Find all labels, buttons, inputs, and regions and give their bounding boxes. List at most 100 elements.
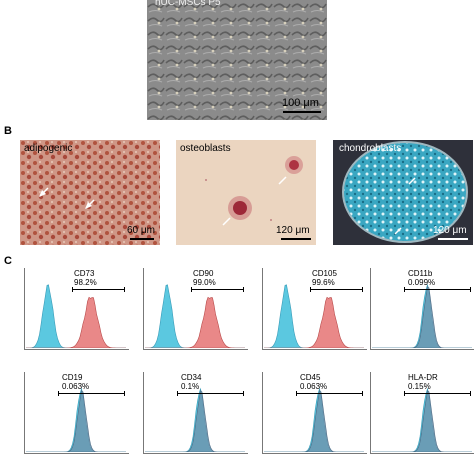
chondroblasts-label: chondroblasts: [339, 143, 402, 154]
histogram-axes: [24, 372, 129, 454]
histogram-cd105: CD105 99.6%: [262, 268, 367, 350]
panel-b-letter: B: [4, 125, 12, 137]
osteoblasts-image: osteoblasts 120 μm: [176, 140, 316, 245]
gate-end: [362, 391, 363, 396]
histogram-hla-dr: HLA-DR 0.15%: [370, 372, 474, 454]
gate-line: [404, 289, 470, 290]
stained-peak: [372, 390, 472, 452]
isotype-peak: [145, 284, 245, 348]
chondroblasts-scale-label: 120 μm: [433, 225, 467, 236]
histogram-cd11b: CD11b 0.099%: [370, 268, 474, 350]
isotype-peak: [372, 387, 472, 452]
scale-bar: [283, 111, 321, 113]
histogram-cd19: CD19 0.063%: [24, 372, 129, 454]
marker-label: CD105: [312, 269, 337, 278]
stained-peak: [26, 390, 126, 452]
panel-c-letter: C: [4, 255, 12, 267]
osteoblasts-scale-label: 120 μm: [276, 225, 310, 236]
histogram-plot: [145, 387, 245, 452]
gate-end: [404, 287, 405, 292]
histogram-plot: [264, 284, 364, 348]
histogram-plot: [145, 284, 245, 348]
histogram-plot: [264, 387, 364, 452]
gate-line: [404, 393, 470, 394]
histogram-axes: [24, 268, 129, 350]
histogram-cd34: CD34 0.1%: [143, 372, 248, 454]
adipogenic-label: adipogenic: [24, 143, 73, 154]
histogram-cd90: CD90 99.0%: [143, 268, 248, 350]
adipogenic-texture: [20, 140, 160, 245]
histogram-plot: [372, 283, 472, 348]
gate-end: [243, 287, 244, 292]
stained-peak: [372, 286, 472, 348]
gate-end: [72, 287, 73, 292]
stained-peak: [145, 390, 245, 452]
percent-label: 98.2%: [74, 278, 97, 287]
histogram-plot: [26, 284, 126, 348]
histogram-axes: [143, 268, 248, 350]
marker-label: CD34: [181, 373, 202, 382]
isotype-peak: [264, 284, 364, 348]
gate-line: [58, 393, 124, 394]
percent-label: 0.15%: [408, 382, 431, 391]
adipogenic-scale-bar: [130, 238, 154, 240]
isotype-peak: [26, 284, 126, 348]
phase-contrast-micrograph: hUC-MSCs P5 100 μm: [147, 0, 327, 120]
histogram-axes: [262, 372, 367, 454]
marker-label: CD73: [74, 269, 95, 278]
isotype-peak: [264, 387, 364, 452]
histogram-axes: [262, 268, 367, 350]
gate-end: [243, 391, 244, 396]
stained-peak: [145, 296, 245, 348]
scale-label: 100 μm: [282, 97, 319, 109]
osteoblasts-label: osteoblasts: [180, 143, 231, 154]
adipogenic-scale-label: 60 μm: [127, 225, 155, 236]
percent-label: 99.0%: [193, 278, 216, 287]
gate-line: [296, 393, 362, 394]
osteoblasts-texture: [176, 140, 316, 245]
histogram-cd73: CD73 98.2%: [24, 268, 129, 350]
gate-end: [470, 391, 471, 396]
percent-label: 0.063%: [62, 382, 90, 391]
marker-label: CD19: [62, 373, 83, 382]
chondroblasts-scale-bar: [438, 238, 468, 240]
gate-line: [191, 289, 243, 290]
histogram-axes: [143, 372, 248, 454]
histogram-axes: [370, 268, 474, 350]
histogram-plot: [26, 387, 126, 452]
marker-label: CD45: [300, 373, 321, 382]
histogram-cd45: CD45 0.063%: [262, 372, 367, 454]
gate-end: [58, 391, 59, 396]
micrograph-label: hUC-MSCs P5: [155, 0, 221, 8]
histogram-axes: [370, 372, 474, 454]
stained-peak: [264, 390, 364, 452]
chondroblasts-image: chondroblasts 120 μm: [333, 140, 473, 245]
percent-label: 99.6%: [312, 278, 335, 287]
gate-line: [72, 289, 124, 290]
gate-end: [296, 391, 297, 396]
marker-label: CD11b: [408, 269, 433, 278]
stained-peak: [264, 296, 364, 348]
gate-end: [470, 287, 471, 292]
gate-end: [191, 287, 192, 292]
marker-label: CD90: [193, 269, 214, 278]
gate-end: [404, 391, 405, 396]
percent-label: 0.1%: [181, 382, 200, 391]
cell-texture: [147, 0, 327, 120]
gate-end: [124, 391, 125, 396]
histogram-plot: [372, 387, 472, 452]
gate-end: [124, 287, 125, 292]
osteoblasts-scale-bar: [281, 238, 311, 240]
chondroblasts-texture: [333, 140, 473, 245]
isotype-peak: [372, 283, 472, 348]
adipogenic-image: adipogenic 60 μm: [20, 140, 160, 245]
isotype-peak: [145, 387, 245, 452]
gate-end: [310, 287, 311, 292]
gate-line: [177, 393, 243, 394]
percent-label: 0.099%: [408, 278, 436, 287]
isotype-peak: [26, 387, 126, 452]
marker-label: HLA-DR: [408, 373, 438, 382]
gate-line: [310, 289, 362, 290]
gate-end: [177, 391, 178, 396]
stained-peak: [26, 296, 126, 348]
